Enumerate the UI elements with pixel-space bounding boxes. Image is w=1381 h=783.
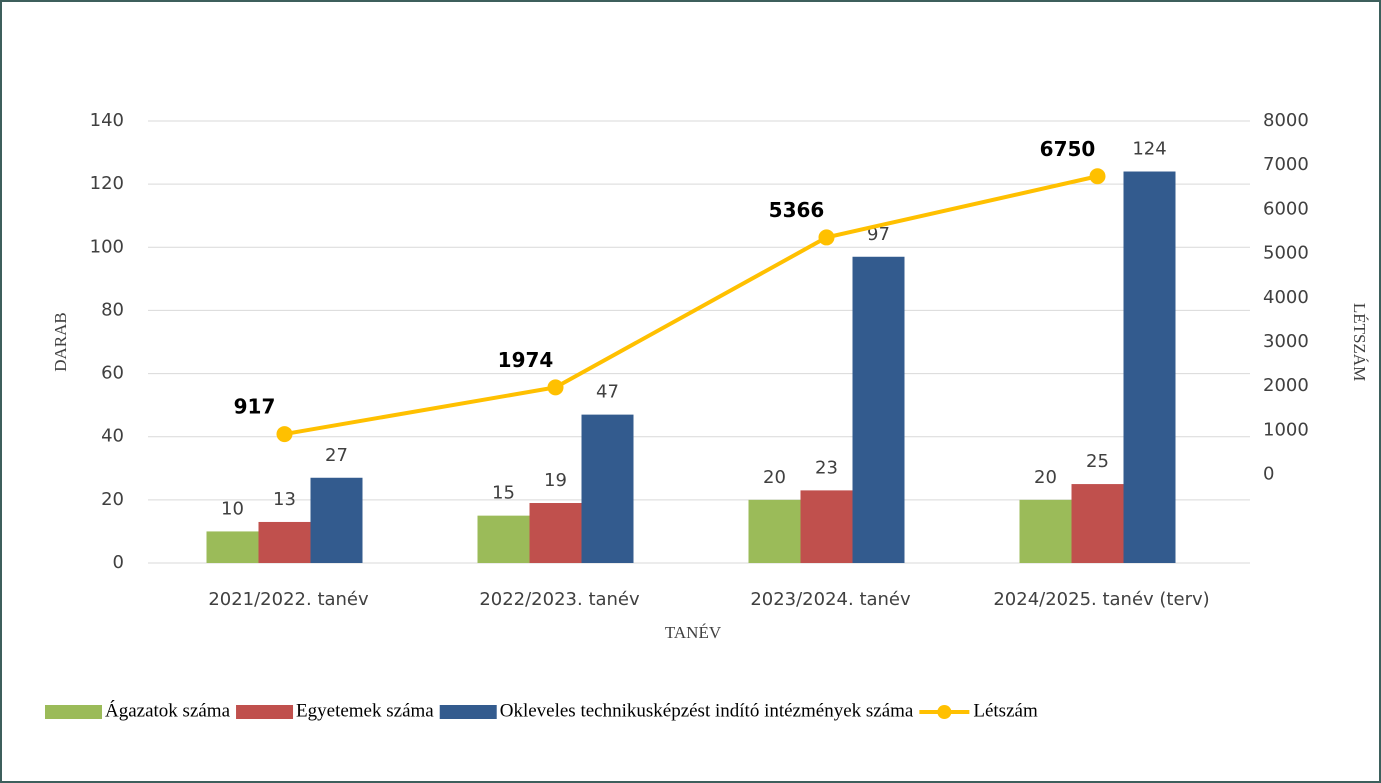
y-tick-label: 120 [90,173,124,194]
legend-swatch [937,705,952,719]
y2-tick-label: 4000 [1263,287,1309,308]
bar-value-label: 20 [763,467,786,488]
legend-label: Egyetemek száma [296,700,434,721]
y-tick-label: 60 [101,363,124,384]
legend-swatch [439,705,497,719]
bar [852,256,905,563]
y-tick-label: 140 [90,110,124,131]
y2-tick-label: 0 [1263,464,1274,485]
bar [206,531,259,563]
bar [800,490,853,563]
bar [258,521,311,563]
legend-swatch [236,705,294,719]
line-value-label: 6750 [1040,137,1096,161]
y-axis-title: DARAB [51,312,70,372]
legend-label: Ágazatok száma [105,699,231,721]
y2-tick-label: 1000 [1263,419,1309,440]
x-tick-label: 2024/2025. tanév (terv) [993,589,1209,610]
bar-value-label: 13 [273,489,296,510]
line-value-label: 917 [234,395,276,419]
bar [1123,171,1176,563]
bar [748,499,801,563]
line-point [1089,168,1106,185]
legend-label: Okleveles technikusképzést indító intézm… [500,700,914,721]
line-point [547,379,564,396]
bar-value-label: 47 [596,382,619,403]
x-tick-label: 2023/2024. tanév [750,589,911,610]
bar-value-label: 23 [815,457,838,478]
y2-tick-label: 6000 [1263,198,1309,219]
line [284,174,1098,437]
y2-tick-label: 8000 [1263,110,1309,131]
bar-value-label: 20 [1034,467,1057,488]
legend-swatch [45,705,102,719]
bar [310,477,363,563]
line-value-label: 5366 [769,198,825,222]
bar [1019,499,1072,563]
bar [1071,484,1124,563]
bar [477,515,530,563]
y-tick-label: 20 [101,489,124,510]
y-tick-label: 40 [101,426,124,447]
y2-axis-title: LÉTSZÁM [1350,303,1369,381]
y2-tick-label: 2000 [1263,375,1309,396]
y2-tick-label: 5000 [1263,243,1309,264]
line-point [276,426,293,443]
x-tick-label: 2022/2023. tanév [479,589,640,610]
y-tick-label: 80 [101,299,124,320]
bar [581,414,634,563]
x-axis-title: TANÉV [665,623,722,642]
legend-label: Létszám [973,700,1038,721]
line-point [818,229,835,246]
y-tick-label: 100 [90,236,124,257]
y2-tick-label: 3000 [1263,331,1309,352]
y2-tick-label: 7000 [1263,154,1309,175]
bar-value-label: 124 [1132,139,1166,160]
y-tick-label: 0 [113,552,124,573]
bar-value-label: 15 [492,483,515,504]
x-tick-label: 2021/2022. tanév [208,589,369,610]
bar-value-label: 19 [544,470,567,491]
bar-value-label: 25 [1086,451,1109,472]
line-value-label: 1974 [498,348,554,372]
bar-value-label: 27 [325,445,348,466]
bar [529,503,582,563]
bar-value-label: 10 [221,498,244,519]
